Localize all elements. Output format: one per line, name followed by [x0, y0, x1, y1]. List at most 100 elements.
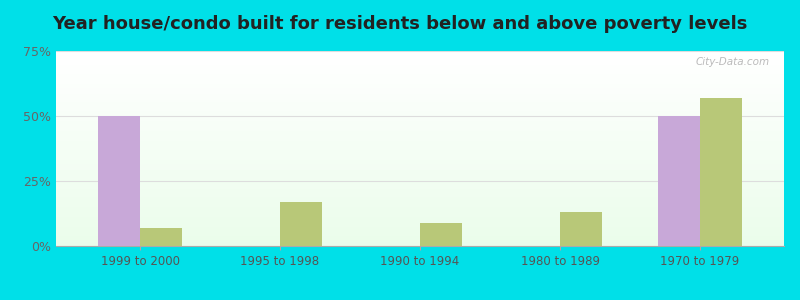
Bar	[56, 123, 784, 125]
Bar	[56, 184, 784, 185]
Bar	[56, 90, 784, 92]
Bar	[56, 217, 784, 219]
Bar	[56, 142, 784, 145]
Bar	[56, 203, 784, 205]
Bar	[56, 240, 784, 242]
Bar	[56, 158, 784, 160]
Bar	[56, 137, 784, 139]
Bar	[56, 125, 784, 127]
Bar	[56, 168, 784, 170]
Bar	[56, 160, 784, 162]
Bar	[56, 133, 784, 135]
Bar	[56, 103, 784, 106]
Bar	[56, 92, 784, 94]
Bar	[56, 213, 784, 215]
Bar	[56, 74, 784, 76]
Bar	[56, 135, 784, 137]
Bar	[56, 230, 784, 232]
Bar	[56, 98, 784, 100]
Bar	[98, 116, 140, 246]
Bar	[56, 244, 784, 246]
Bar	[56, 195, 784, 197]
Bar	[56, 226, 784, 229]
Bar	[56, 94, 784, 96]
Bar	[56, 188, 784, 190]
Bar	[56, 131, 784, 133]
Bar	[56, 88, 784, 90]
Bar	[56, 197, 784, 199]
Bar	[56, 162, 784, 164]
Bar	[56, 55, 784, 57]
Bar	[56, 174, 784, 176]
Bar	[56, 176, 784, 178]
Bar	[56, 201, 784, 203]
Bar	[56, 229, 784, 230]
Bar	[56, 127, 784, 129]
Bar	[56, 238, 784, 240]
Bar	[56, 57, 784, 59]
Bar	[56, 82, 784, 84]
Bar	[56, 117, 784, 119]
Bar	[56, 170, 784, 172]
Text: City-Data.com: City-Data.com	[695, 57, 770, 67]
Bar	[140, 228, 182, 246]
Bar	[56, 72, 784, 74]
Bar	[560, 212, 602, 246]
Bar	[56, 156, 784, 158]
Bar	[56, 70, 784, 72]
Bar	[56, 224, 784, 226]
Bar	[56, 150, 784, 152]
Bar	[56, 172, 784, 174]
Bar	[56, 232, 784, 234]
Bar	[56, 205, 784, 207]
Bar	[56, 107, 784, 110]
Bar	[56, 51, 784, 53]
Bar	[56, 242, 784, 244]
Bar	[56, 68, 784, 70]
Bar	[56, 63, 784, 64]
Bar	[56, 219, 784, 220]
Bar	[56, 152, 784, 154]
Bar	[56, 220, 784, 223]
Bar	[56, 53, 784, 55]
Bar	[700, 98, 742, 246]
Bar	[56, 111, 784, 113]
Bar	[56, 106, 784, 107]
Bar	[56, 207, 784, 209]
Text: Year house/condo built for residents below and above poverty levels: Year house/condo built for residents bel…	[52, 15, 748, 33]
Bar	[56, 211, 784, 213]
Bar	[56, 178, 784, 180]
Bar	[56, 215, 784, 217]
Bar	[56, 76, 784, 78]
Bar	[56, 193, 784, 195]
Bar	[56, 61, 784, 63]
Bar	[56, 78, 784, 80]
Bar	[56, 110, 784, 111]
Bar	[56, 147, 784, 148]
Bar	[56, 234, 784, 236]
Bar	[56, 190, 784, 191]
Bar	[56, 191, 784, 193]
Bar	[56, 141, 784, 142]
Bar	[56, 154, 784, 156]
Bar	[56, 236, 784, 238]
Bar	[56, 209, 784, 211]
Bar	[658, 116, 700, 246]
Bar	[56, 80, 784, 82]
Bar	[56, 84, 784, 86]
Bar	[280, 202, 322, 246]
Bar	[56, 166, 784, 168]
Bar	[56, 113, 784, 115]
Bar	[56, 199, 784, 201]
Bar	[56, 129, 784, 131]
Bar	[420, 223, 462, 246]
Bar	[56, 67, 784, 68]
Bar	[56, 145, 784, 146]
Bar	[56, 102, 784, 103]
Bar	[56, 86, 784, 88]
Bar	[56, 115, 784, 117]
Bar	[56, 139, 784, 141]
Bar	[56, 96, 784, 98]
Bar	[56, 121, 784, 123]
Bar	[56, 223, 784, 224]
